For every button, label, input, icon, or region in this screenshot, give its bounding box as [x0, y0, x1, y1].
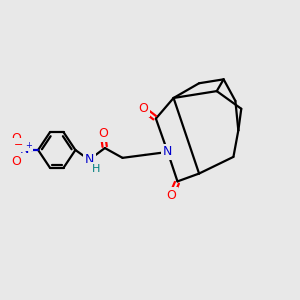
Text: H: H — [92, 164, 100, 174]
Text: +: + — [25, 141, 32, 150]
Text: N: N — [20, 143, 29, 157]
Text: N: N — [85, 153, 94, 166]
Text: −: − — [14, 140, 23, 150]
Text: N: N — [163, 146, 172, 158]
Text: O: O — [167, 189, 176, 202]
Text: O: O — [12, 155, 22, 168]
Text: O: O — [12, 132, 22, 145]
Text: O: O — [98, 127, 108, 140]
Text: O: O — [138, 102, 148, 115]
